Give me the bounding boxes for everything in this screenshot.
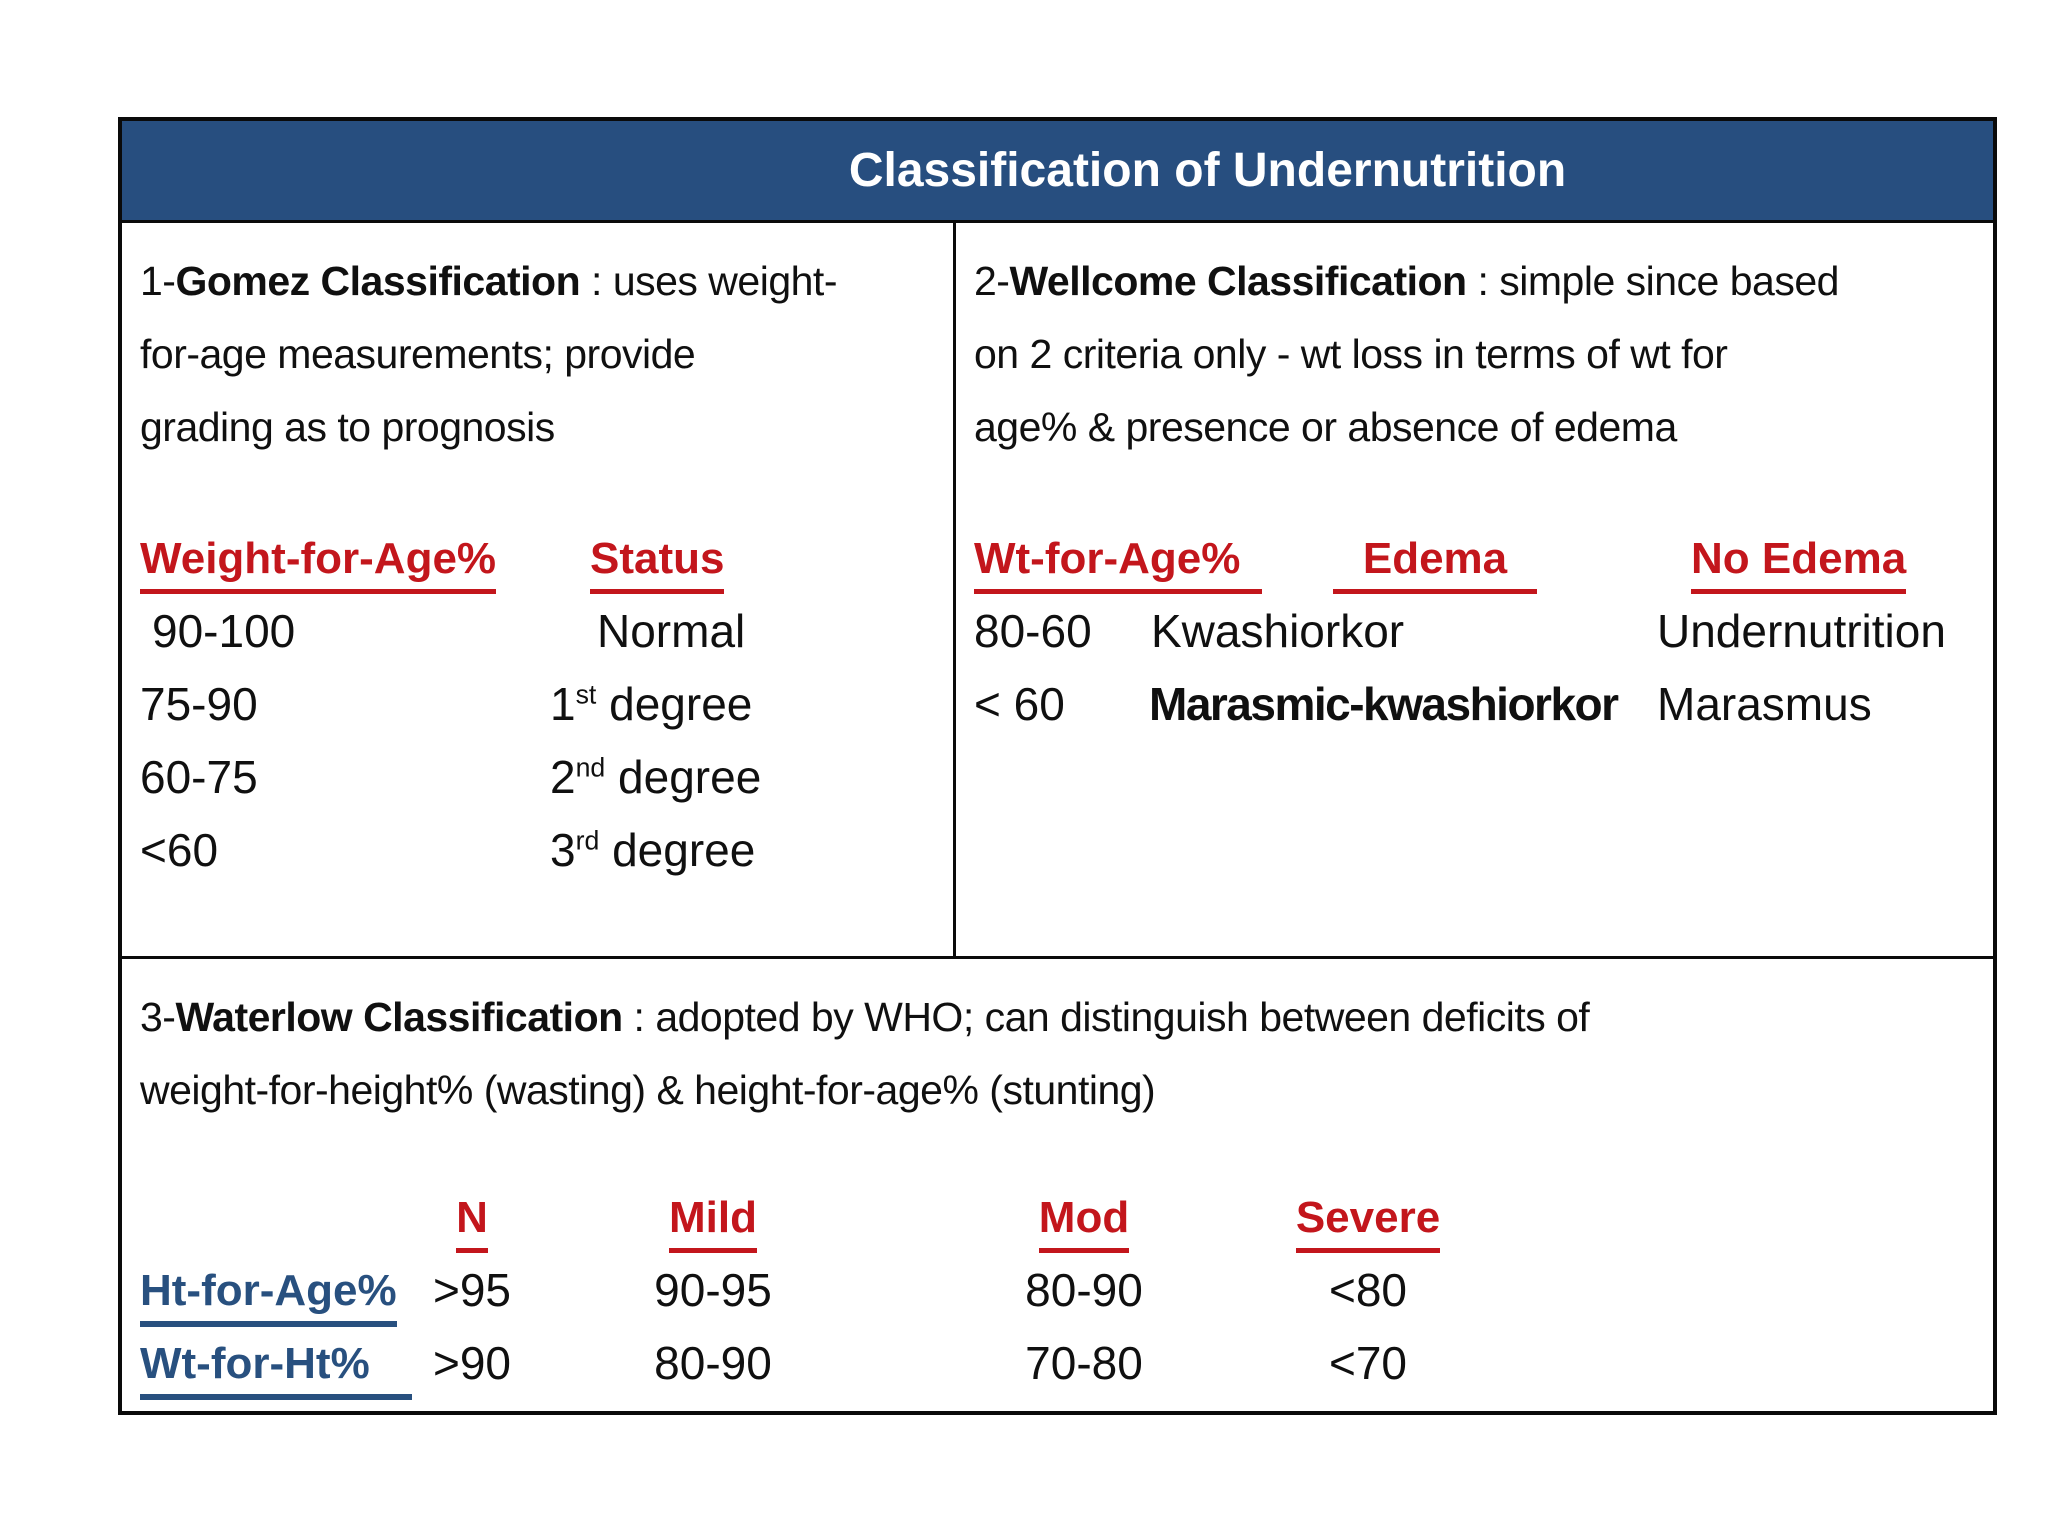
waterlow-row-label-ht-for-age: Ht-for-Age% (140, 1254, 410, 1327)
gomez-row-status: 2nd degree (550, 751, 762, 803)
wellcome-name: Wellcome Classification (1009, 258, 1467, 304)
waterlow-value: >95 (432, 1264, 512, 1316)
waterlow-section: 3-Waterlow Classification : adopted by W… (122, 959, 1993, 1411)
gomez-number: 1- (140, 258, 176, 304)
waterlow-value: <70 (1328, 1337, 1408, 1389)
waterlow-heading-line2: weight-for-height% (wasting) & height-fo… (140, 1067, 1156, 1113)
gomez-name: Gomez Classification (175, 258, 581, 304)
gomez-row-range: <60 (140, 824, 219, 876)
wellcome-row-range: < 60 (974, 678, 1065, 730)
gomez-row-range: 75-90 (140, 678, 258, 730)
gomez-row-range: 90-100 (152, 605, 296, 657)
gomez-col-header-status: Status (550, 522, 935, 595)
gomez-heading-line2: for-age measurements; provide (140, 331, 696, 377)
waterlow-value: <80 (1328, 1264, 1408, 1316)
wellcome-row-edema: Marasmic-kwashiorkor (1149, 678, 1619, 730)
gomez-row-status: Normal (597, 605, 746, 657)
waterlow-desc-1: : adopted by WHO; can distinguish betwee… (622, 994, 1590, 1040)
waterlow-col-header-mod: Mod (892, 1181, 1276, 1254)
wellcome-heading-line1: 2-Wellcome Classification : simple since… (974, 245, 1975, 318)
waterlow-name: Waterlow Classification (175, 994, 623, 1040)
waterlow-heading-line1: 3-Waterlow Classification : adopted by W… (140, 981, 1975, 1054)
waterlow-value: >90 (432, 1337, 512, 1389)
table-title: Classification of Undernutrition (848, 144, 1567, 197)
gomez-section: 1-Gomez Classification : uses weight- fo… (122, 223, 956, 956)
wellcome-desc-1: : simple since based (1466, 258, 1839, 304)
waterlow-table: N Mild Mod Severe Ht-for-Age% >95 90-95 … (140, 1181, 1975, 1400)
gomez-row-range: 60-75 (140, 751, 258, 803)
waterlow-value: 80-90 (1025, 1264, 1143, 1316)
wellcome-number: 2- (974, 258, 1010, 304)
wellcome-row-no-edema: Marasmus (1657, 678, 1872, 730)
gomez-row-status: 3rd degree (550, 824, 756, 876)
gomez-heading-line3: grading as to prognosis (140, 404, 555, 450)
waterlow-corner-blank (140, 1181, 410, 1254)
wellcome-section: 2-Wellcome Classification : simple since… (956, 223, 1993, 956)
wellcome-col-header-no-edema: No Edema (1657, 522, 1975, 595)
gomez-desc-1: : uses weight- (580, 258, 837, 304)
gomez-heading-line1: 1-Gomez Classification : uses weight- (140, 245, 935, 318)
wellcome-col-header-edema: Edema (1149, 522, 1657, 595)
waterlow-number: 3- (140, 994, 176, 1040)
waterlow-col-header-mild: Mild (534, 1181, 892, 1254)
wellcome-row-no-edema: Undernutrition (1657, 605, 1946, 657)
wellcome-heading-line3: age% & presence or absence of edema (974, 404, 1677, 450)
waterlow-value: 70-80 (1025, 1337, 1143, 1389)
wellcome-row-range: 80-60 (974, 605, 1092, 657)
wellcome-col-header-wt-for-age: Wt-for-Age% (974, 522, 1263, 595)
gomez-table: Weight-for-Age% Status 90-100 Normal 75-… (140, 522, 935, 887)
table-title-bar: Classification of Undernutrition (122, 121, 1993, 223)
waterlow-col-header-n: N (410, 1181, 534, 1254)
waterlow-row-label-wt-for-ht: Wt-for-Ht% (140, 1327, 412, 1400)
waterlow-value: 80-90 (654, 1337, 772, 1389)
wellcome-heading-line2: on 2 criteria only - wt loss in terms of… (974, 331, 1728, 377)
top-row: 1-Gomez Classification : uses weight- fo… (122, 223, 1993, 959)
classification-table: Classification of Undernutrition 1-Gomez… (118, 117, 1997, 1415)
wellcome-row-edema: Kwashiorkor (1151, 605, 1405, 657)
gomez-row-status: 1st degree (550, 678, 753, 730)
gomez-col-header-weight-for-age: Weight-for-Age% (140, 522, 550, 595)
waterlow-col-header-severe: Severe (1276, 1181, 1460, 1254)
waterlow-value: 90-95 (654, 1264, 772, 1316)
wellcome-table: Wt-for-Age% Edema No Edema 80-60 Kwashio… (974, 522, 1975, 741)
